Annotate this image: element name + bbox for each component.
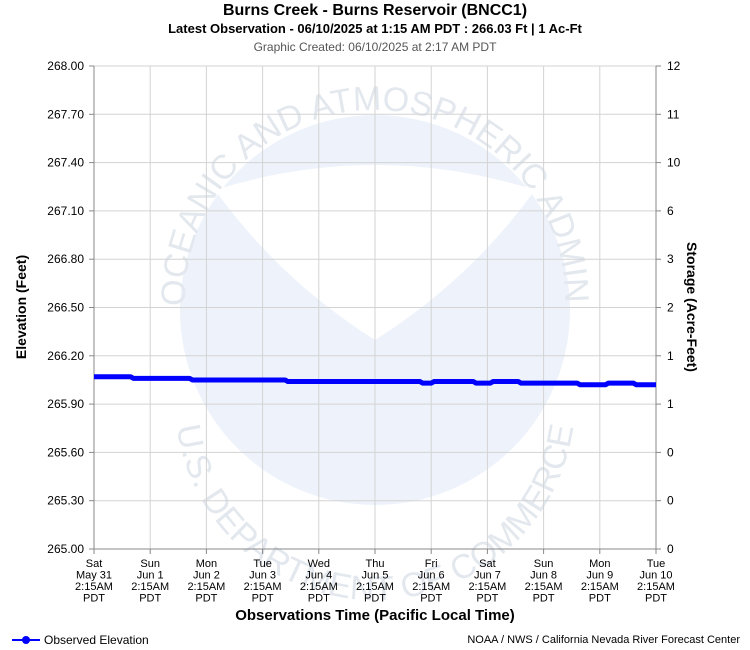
- y-tick-label: 267.70: [47, 107, 84, 121]
- x-tick-label: Sat May 31 2:15AM PDT: [75, 558, 113, 605]
- series-line-observed-elevation: [94, 374, 656, 388]
- y-right-tick-label: 0: [667, 542, 674, 556]
- chart-area: NOAA NATIONAL OCEANIC AND ATMOSPHERIC AD…: [0, 0, 700, 624]
- x-tick-label: Mon Jun 9 2:15AM PDT: [581, 558, 619, 605]
- x-axis-label: Observations Time (Pacific Local Time): [235, 607, 515, 624]
- y-tick-label: 267.10: [47, 204, 84, 218]
- y-tick-label: 267.40: [47, 156, 84, 170]
- y-right-tick-label: 12: [667, 59, 681, 73]
- legend: Observed Elevation: [12, 633, 149, 647]
- x-tick-label: Mon Jun 2 2:15AM PDT: [187, 558, 225, 605]
- noaa-watermark-logo: NOAA NATIONAL OCEANIC AND ATMOSPHERIC AD…: [0, 0, 595, 608]
- y-tick-label: 265.60: [47, 445, 84, 459]
- y-right-tick-label: 2: [667, 301, 674, 315]
- x-tick-label: Sun Jun 1 2:15AM PDT: [131, 558, 169, 605]
- y-right-tick-label: 0: [667, 445, 674, 459]
- graphic-created-text: Graphic Created: 06/10/2025 at 2:17 AM P…: [253, 40, 497, 54]
- y-right-tick-label: 1: [667, 397, 674, 411]
- x-tick-label: Thu Jun 5 2:15AM PDT: [356, 558, 394, 605]
- y-axis-label: Elevation (Feet): [13, 255, 29, 359]
- chart-grid: [93, 65, 657, 550]
- credit-text: NOAA / NWS / California Nevada River For…: [467, 634, 740, 646]
- x-tick-label: Tue Jun 3 2:15AM PDT: [244, 558, 282, 605]
- y-right-tick-label: 1: [667, 349, 674, 363]
- y-right-tick-label: 11: [667, 107, 680, 121]
- y-tick-label: 266.50: [47, 301, 84, 315]
- x-tick-label: Wed Jun 4 2:15AM PDT: [300, 558, 338, 605]
- x-tick-label: Fri Jun 6 2:15AM PDT: [412, 558, 450, 605]
- y-tick-label: 265.00: [47, 542, 84, 556]
- y-axis-right-label: Storage (Acre-Feet): [684, 242, 700, 372]
- y-tick-label: 265.30: [47, 494, 84, 508]
- y-tick-label: 265.90: [47, 397, 84, 411]
- y-right-tick-label: 10: [667, 156, 681, 170]
- legend-label: Observed Elevation: [44, 633, 149, 647]
- x-tick-label: Sat Jun 7 2:15AM PDT: [468, 558, 506, 605]
- y-right-tick-label: 3: [667, 252, 674, 266]
- chart-subtitle: Latest Observation - 06/10/2025 at 1:15 …: [168, 21, 582, 36]
- chart-series: [94, 374, 656, 388]
- x-tick-label: Tue Jun 10 2:15AM PDT: [637, 558, 675, 605]
- legend-line-marker-icon: [12, 633, 40, 647]
- y-tick-label: 266.20: [47, 349, 84, 363]
- noaa-logo-text: NOAA: [266, 182, 470, 254]
- y-tick-label: 268.00: [47, 59, 84, 73]
- chart-title: Burns Creek - Burns Reservoir (BNCC1): [222, 2, 528, 19]
- x-tick-label: Sun Jun 8 2:15AM PDT: [525, 558, 563, 605]
- y-right-tick-label: 6: [667, 204, 674, 218]
- y-tick-label: 266.80: [47, 252, 84, 266]
- y-right-tick-label: 0: [667, 494, 674, 508]
